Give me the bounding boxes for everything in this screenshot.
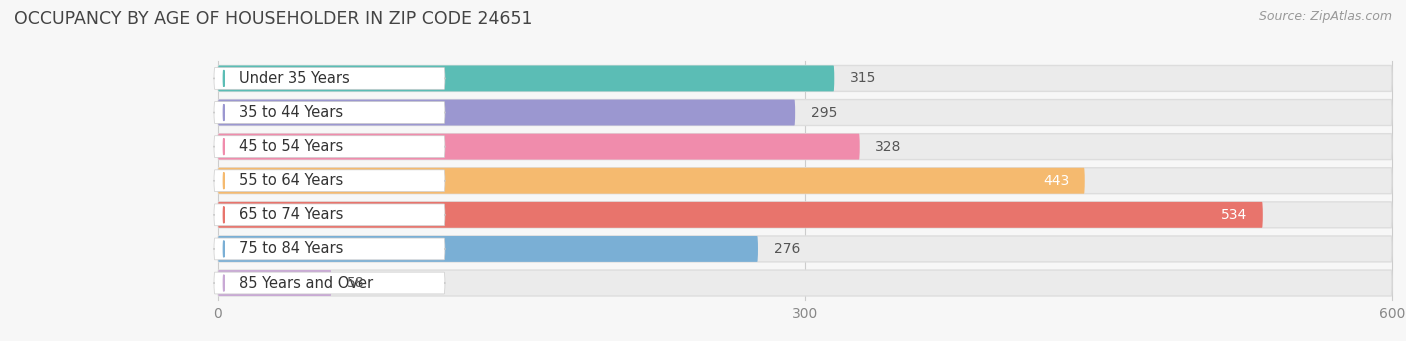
FancyBboxPatch shape	[218, 65, 1392, 91]
FancyBboxPatch shape	[218, 202, 1392, 228]
Text: 276: 276	[773, 242, 800, 256]
Text: Source: ZipAtlas.com: Source: ZipAtlas.com	[1258, 10, 1392, 23]
FancyBboxPatch shape	[218, 236, 1392, 262]
FancyBboxPatch shape	[214, 68, 444, 89]
Text: 534: 534	[1220, 208, 1247, 222]
FancyBboxPatch shape	[218, 65, 834, 91]
Text: 75 to 84 Years: 75 to 84 Years	[239, 241, 344, 256]
Text: 35 to 44 Years: 35 to 44 Years	[239, 105, 343, 120]
Text: 65 to 74 Years: 65 to 74 Years	[239, 207, 344, 222]
FancyBboxPatch shape	[218, 270, 332, 296]
Text: 315: 315	[851, 71, 876, 86]
FancyBboxPatch shape	[214, 204, 444, 226]
FancyBboxPatch shape	[218, 236, 758, 262]
Text: OCCUPANCY BY AGE OF HOUSEHOLDER IN ZIP CODE 24651: OCCUPANCY BY AGE OF HOUSEHOLDER IN ZIP C…	[14, 10, 533, 28]
Text: 58: 58	[347, 276, 364, 290]
FancyBboxPatch shape	[218, 134, 859, 160]
FancyBboxPatch shape	[218, 168, 1392, 194]
FancyBboxPatch shape	[218, 100, 796, 125]
Text: 295: 295	[811, 105, 837, 120]
FancyBboxPatch shape	[218, 270, 1392, 296]
FancyBboxPatch shape	[214, 238, 444, 260]
Text: Under 35 Years: Under 35 Years	[239, 71, 350, 86]
FancyBboxPatch shape	[218, 100, 1392, 125]
FancyBboxPatch shape	[218, 134, 1392, 160]
Text: 328: 328	[876, 139, 901, 154]
FancyBboxPatch shape	[214, 272, 444, 294]
Text: 45 to 54 Years: 45 to 54 Years	[239, 139, 343, 154]
FancyBboxPatch shape	[214, 102, 444, 123]
Text: 55 to 64 Years: 55 to 64 Years	[239, 173, 343, 188]
FancyBboxPatch shape	[218, 168, 1085, 194]
FancyBboxPatch shape	[214, 136, 444, 158]
Text: 443: 443	[1043, 174, 1069, 188]
FancyBboxPatch shape	[218, 202, 1263, 228]
Text: 85 Years and Over: 85 Years and Over	[239, 276, 374, 291]
FancyBboxPatch shape	[214, 170, 444, 192]
